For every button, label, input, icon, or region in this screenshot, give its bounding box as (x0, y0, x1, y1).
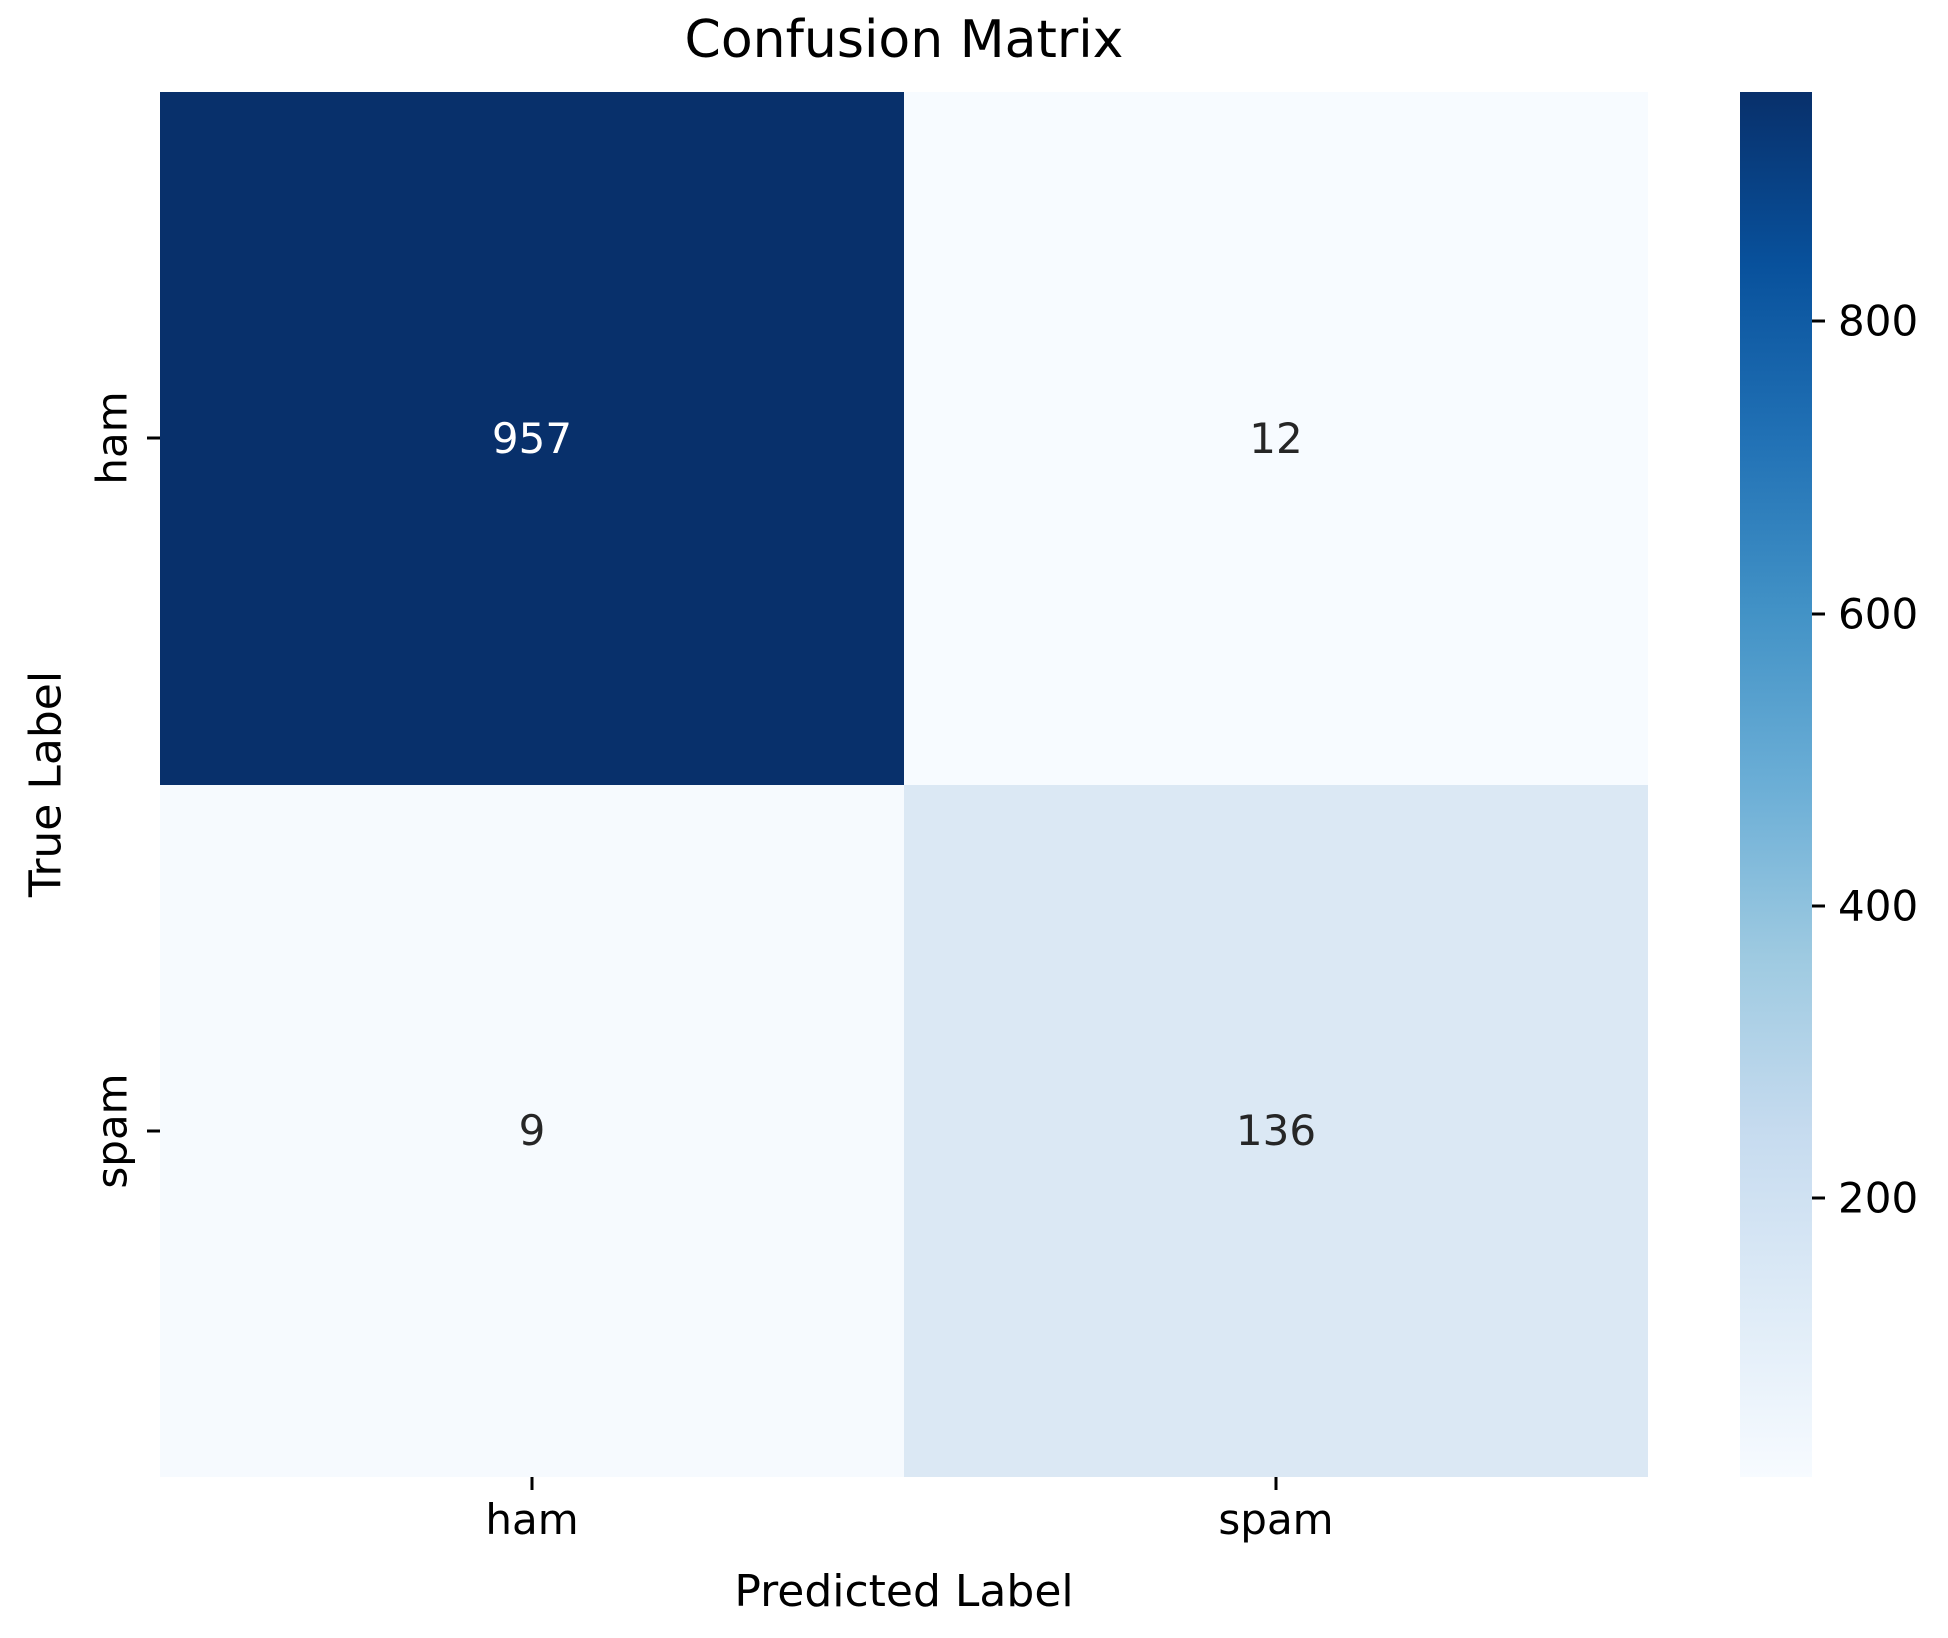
heatmap-cell-spam-ham: 9 (160, 784, 904, 1477)
cell-value: 136 (1235, 1106, 1317, 1156)
y-tick-mark-ham (147, 436, 160, 440)
colorbar-tick-mark-600 (1812, 612, 1825, 616)
colorbar-ticks: 200 400 600 800 (1812, 92, 1948, 1477)
y-axis-ticks: ham spam (80, 92, 160, 1477)
heatmap-cell-spam-spam: 136 (904, 784, 1648, 1477)
x-tick-mark-ham (530, 1477, 534, 1490)
cell-value: 9 (518, 1106, 546, 1156)
colorbar-tick-label-200: 200 (1838, 1173, 1919, 1223)
colorbar-tick-mark-800 (1812, 319, 1825, 323)
y-axis-label: True Label (20, 670, 72, 898)
x-tick-label-spam: spam (1218, 1495, 1334, 1544)
heatmap-grid: 957 12 9 136 (160, 92, 1648, 1477)
x-axis-label: Predicted Label (734, 1566, 1074, 1617)
colorbar-tick-label-800: 800 (1838, 296, 1919, 346)
colorbar-tick-mark-200 (1812, 1196, 1825, 1200)
x-axis-ticks: ham spam (160, 1477, 1648, 1557)
y-tick-mark-spam (147, 1129, 160, 1133)
colorbar (1740, 92, 1812, 1477)
y-tick-label-spam: spam (87, 1073, 137, 1189)
cell-value: 12 (1249, 413, 1303, 463)
cell-value: 957 (491, 413, 573, 463)
y-tick-label-ham: ham (87, 391, 137, 485)
colorbar-tick-mark-400 (1812, 904, 1825, 908)
colorbar-tick-label-600: 600 (1838, 589, 1919, 639)
chart-title: Confusion Matrix (684, 10, 1124, 70)
x-tick-mark-spam (1274, 1477, 1278, 1490)
heatmap-cell-ham-spam: 12 (904, 92, 1648, 785)
x-tick-label-ham: ham (485, 1495, 579, 1544)
colorbar-tick-label-400: 400 (1838, 881, 1919, 931)
heatmap-cell-ham-ham: 957 (160, 92, 904, 785)
